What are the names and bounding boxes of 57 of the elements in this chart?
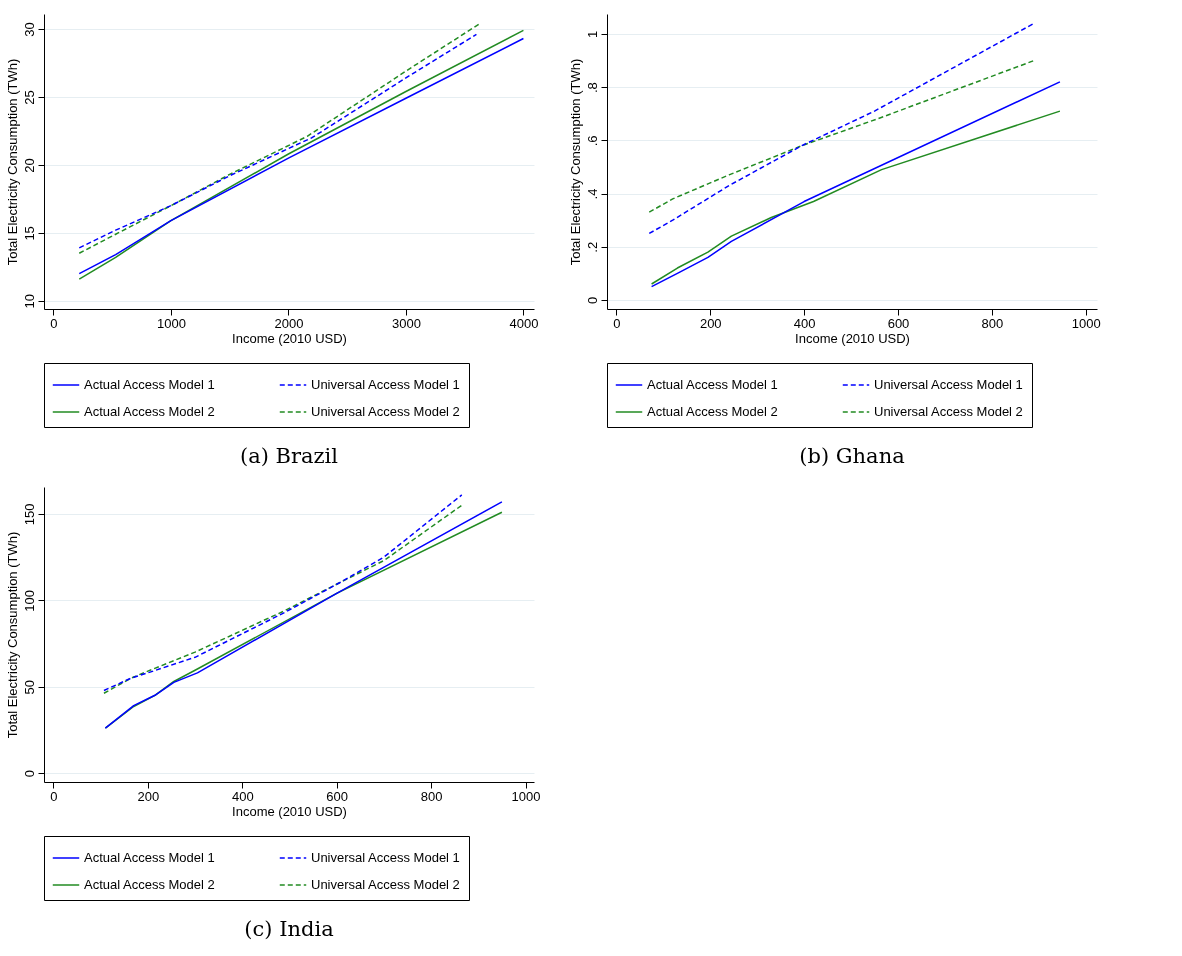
line-series xyxy=(648,22,1035,235)
legend-label: Actual Access Model 1 xyxy=(84,850,215,865)
legend-label: Universal Access Model 1 xyxy=(311,377,460,392)
legend-label: Universal Access Model 1 xyxy=(874,377,1023,392)
x-tick-label: 400 xyxy=(231,788,254,804)
y-tick-label: 50 xyxy=(21,679,37,695)
legend-label: Universal Access Model 2 xyxy=(874,404,1023,419)
x-tick-label: 2000 xyxy=(274,315,304,331)
x-tick-label: 1000 xyxy=(156,315,186,331)
x-tick-label: 400 xyxy=(793,315,816,331)
x-tick-label: 1000 xyxy=(511,788,541,804)
x-tick-label: 200 xyxy=(137,788,160,804)
x-tick-label: 600 xyxy=(326,788,349,804)
legend-label: Universal Access Model 1 xyxy=(311,850,460,865)
x-tick-label: 1000 xyxy=(1071,315,1101,331)
y-tick-label: 20 xyxy=(21,158,37,173)
x-tick-label: 800 xyxy=(981,315,1004,331)
y-axis-title: Total Electricity Consumption (TWh) xyxy=(4,531,20,739)
line-series xyxy=(648,59,1035,213)
x-tick-label: 3000 xyxy=(391,315,421,331)
x-tick-label: 0 xyxy=(50,788,58,804)
x-tick-label: 800 xyxy=(420,788,443,804)
y-tick-label: 1 xyxy=(584,30,600,39)
x-axis-title: Income (2010 USD) xyxy=(232,330,347,346)
y-tick-label: 25 xyxy=(21,90,37,105)
line-series xyxy=(650,110,1061,285)
x-tick-label: 600 xyxy=(887,315,910,331)
text: (a) Brazil xyxy=(239,443,339,468)
y-tick-label: .6 xyxy=(584,135,600,147)
legend-label: Universal Access Model 2 xyxy=(311,404,460,419)
x-axis-title: Income (2010 USD) xyxy=(795,330,910,346)
x-tick-label: 0 xyxy=(50,315,58,331)
text: (c) India xyxy=(244,916,334,941)
text: (b) Ghana xyxy=(799,443,905,468)
x-tick-label: 0 xyxy=(613,315,621,331)
y-tick-label: 15 xyxy=(21,226,37,241)
line-series xyxy=(650,81,1061,288)
y-tick-label: 10 xyxy=(21,294,37,309)
x-tick-label: 4000 xyxy=(509,315,539,331)
legend-label: Actual Access Model 2 xyxy=(84,877,215,892)
legend-label: Actual Access Model 1 xyxy=(84,377,215,392)
y-tick-label: .8 xyxy=(584,82,600,94)
y-tick-label: .2 xyxy=(584,241,600,253)
legend-label: Universal Access Model 2 xyxy=(311,877,460,892)
legend-label: Actual Access Model 2 xyxy=(84,404,215,419)
y-tick-label: 150 xyxy=(21,503,37,526)
y-axis-title: Total Electricity Consumption (TWh) xyxy=(4,58,20,266)
legend-label: Actual Access Model 1 xyxy=(647,377,778,392)
y-tick-label: 100 xyxy=(21,589,37,612)
x-tick-label: 200 xyxy=(699,315,722,331)
x-axis-title: Income (2010 USD) xyxy=(232,803,347,819)
legend-label: Actual Access Model 2 xyxy=(647,404,778,419)
y-tick-label: 0 xyxy=(21,769,37,778)
y-tick-label: .4 xyxy=(584,188,600,200)
y-tick-label: 0 xyxy=(584,296,600,305)
y-tick-label: 30 xyxy=(21,22,37,37)
y-axis-title: Total Electricity Consumption (TWh) xyxy=(567,58,583,266)
